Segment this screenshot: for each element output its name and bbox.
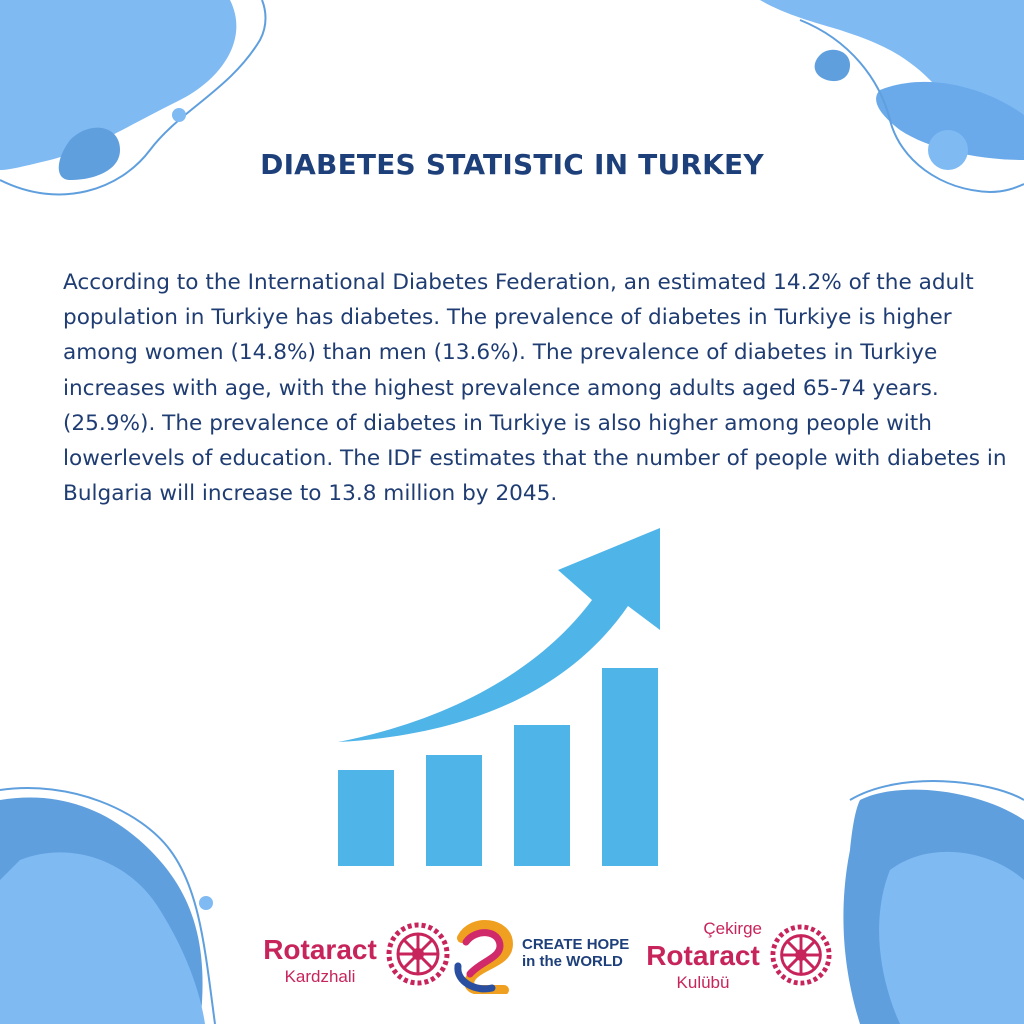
rotaract-wordmark: Rotaract <box>646 940 760 971</box>
illustration-bar-4 <box>602 668 658 866</box>
illustration-bar-3 <box>514 725 570 866</box>
footer-logos: Rotaract Kardzhali CREATE HOPE in the WO… <box>0 910 1024 1010</box>
rotaract-cekirge-logo: Çekirge Rotaract Kulübü <box>638 918 768 994</box>
illustration-bar-1 <box>338 770 394 866</box>
rising-bar-chart-with-arrow-icon <box>338 528 660 866</box>
illustration-bar-2 <box>426 755 482 866</box>
page-title: DIABETES STATISTIC IN TURKEY <box>260 148 764 181</box>
rotaract-kardzhali-logo: Rotaract Kardzhali <box>256 934 384 988</box>
club-type: Kulübü <box>676 973 730 992</box>
create-hope-swirl-icon <box>454 920 514 994</box>
club-location: Kardzhali <box>284 967 356 986</box>
bars-group <box>338 668 658 866</box>
club-location-top: Çekirge <box>703 919 762 938</box>
arrow-shape <box>338 528 660 742</box>
rotaract-wordmark: Rotaract <box>263 934 377 965</box>
create-hope-wordmark: CREATE HOPE in the WORLD <box>522 936 630 970</box>
rotary-wheel-icon <box>386 922 450 986</box>
statistics-paragraph: According to the International Diabetes … <box>63 270 1007 507</box>
rotary-wheel-icon <box>770 924 832 986</box>
